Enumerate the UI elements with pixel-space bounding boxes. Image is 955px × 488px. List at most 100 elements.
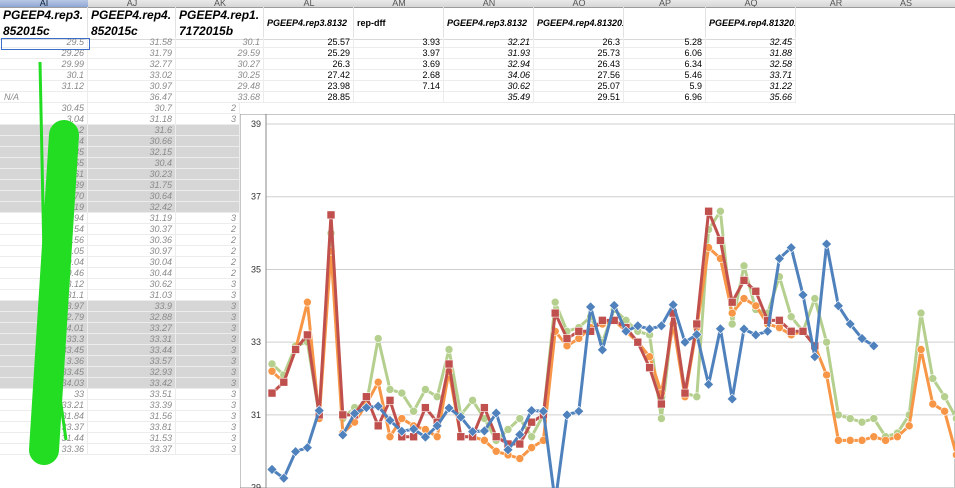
table-cell[interactable]: 6.96 <box>624 92 706 103</box>
table-cell[interactable]: 31.19 <box>88 213 176 224</box>
table-cell[interactable]: 32.42 <box>88 202 176 213</box>
table-cell[interactable]: 32.93 <box>88 367 176 378</box>
column-header-at[interactable]: AT <box>936 0 955 8</box>
table-cell[interactable]: 30.4 <box>88 158 176 169</box>
table-cell[interactable]: 5.46 <box>624 70 706 81</box>
table-cell[interactable]: 30.97 <box>88 246 176 257</box>
header-cell[interactable]: PGEEP4.rep3.8132 <box>264 7 354 40</box>
table-cell[interactable]: 3.97 <box>354 48 444 59</box>
table-cell[interactable]: 27.56 <box>534 70 624 81</box>
table-cell[interactable]: 30.04 <box>88 257 176 268</box>
table-cell[interactable]: 33.42 <box>88 378 176 389</box>
table-cell[interactable]: 33.57 <box>88 356 176 367</box>
table-cell[interactable]: 31.75 <box>88 180 176 191</box>
table-cell[interactable]: 6.06 <box>624 48 706 59</box>
line-chart[interactable]: 29 31 33 35 37 39 <box>240 114 955 488</box>
table-cell[interactable]: 26.43 <box>534 59 624 70</box>
table-cell[interactable]: 24 <box>0 136 88 147</box>
table-cell[interactable]: 32.77 <box>88 59 176 70</box>
header-cell[interactable]: PGEEP4.rep3. 852015c <box>0 7 88 40</box>
table-cell[interactable]: 31.53 <box>88 433 176 444</box>
table-cell[interactable]: 35.49 <box>444 92 534 103</box>
table-cell[interactable]: 30.62 <box>444 81 534 92</box>
table-cell[interactable]: 33.81 <box>88 422 176 433</box>
table-cell[interactable]: 3.04 <box>0 114 88 125</box>
table-cell[interactable]: 31.03 <box>88 290 176 301</box>
table-cell[interactable]: 31.79 <box>88 48 176 59</box>
table-cell[interactable]: 34.06 <box>444 70 534 81</box>
table-cell[interactable]: 26.3 <box>264 59 354 70</box>
table-cell[interactable]: 29.99 <box>0 59 88 70</box>
table-cell[interactable]: 33.68 <box>176 92 264 103</box>
table-cell[interactable]: 29.48 <box>176 81 264 92</box>
table-cell[interactable]: 55 <box>0 158 88 169</box>
table-cell[interactable]: 30.45 <box>0 103 88 114</box>
table-cell[interactable]: 30.66 <box>88 136 176 147</box>
table-cell[interactable]: 5.9 <box>624 81 706 92</box>
table-cell[interactable]: 32.21 <box>444 37 534 48</box>
table-cell[interactable]: 30.37 <box>88 224 176 235</box>
table-cell[interactable]: 25.29 <box>264 48 354 59</box>
table-cell[interactable]: 31.12 <box>0 81 88 92</box>
table-cell[interactable]: 26.3 <box>534 37 624 48</box>
series-diamond[interactable] <box>266 238 880 488</box>
header-cell[interactable]: PGEEP4.rep4. 852015c <box>88 7 176 40</box>
table-cell[interactable]: 30.36 <box>88 235 176 246</box>
table-cell[interactable]: 3.69 <box>354 59 444 70</box>
table-cell[interactable]: 30.7 <box>88 103 176 114</box>
table-cell[interactable]: 29.26 <box>0 48 88 59</box>
table-cell[interactable]: 31.6 <box>88 125 176 136</box>
table-cell[interactable]: 29.51 <box>534 92 624 103</box>
table-cell[interactable]: 31.22 <box>706 81 796 92</box>
table-cell[interactable]: 25.57 <box>264 37 354 48</box>
header-cell[interactable]: PGEEP4.rep4.8132015c <box>534 7 624 40</box>
table-cell[interactable]: 30.27 <box>176 59 264 70</box>
table-cell[interactable]: 30.44 <box>88 268 176 279</box>
header-cell[interactable] <box>624 7 706 40</box>
table-cell[interactable]: 7.14 <box>354 81 444 92</box>
header-cell[interactable]: PGEEP4.rep1. 7172015b <box>176 7 264 40</box>
table-cell[interactable]: 31.18 <box>88 114 176 125</box>
table-cell[interactable]: 30.1 <box>0 70 88 81</box>
table-cell[interactable]: 33.31 <box>88 334 176 345</box>
table-cell[interactable]: 33.51 <box>88 389 176 400</box>
table-cell[interactable]: 33.02 <box>88 70 176 81</box>
table-cell[interactable]: 31.58 <box>88 37 176 48</box>
table-cell[interactable]: 33.27 <box>88 323 176 334</box>
table-cell[interactable]: 61 <box>0 169 88 180</box>
table-cell[interactable]: 33.44 <box>88 345 176 356</box>
table-cell[interactable]: 27.42 <box>264 70 354 81</box>
table-cell[interactable]: 32.15 <box>88 147 176 158</box>
table-cell[interactable]: 32.88 <box>88 312 176 323</box>
table-cell[interactable]: 6.34 <box>624 59 706 70</box>
table-cell[interactable]: 29.5 <box>0 37 88 48</box>
selected-cell[interactable] <box>1 38 90 50</box>
table-cell[interactable]: 32.94 <box>444 59 534 70</box>
header-cell[interactable]: rep-dff <box>354 7 444 40</box>
table-cell[interactable]: 3.93 <box>354 37 444 48</box>
table-cell[interactable]: 31.93 <box>444 48 534 59</box>
table-cell[interactable]: 35.66 <box>706 92 796 103</box>
table-cell[interactable]: 31.88 <box>706 48 796 59</box>
table-cell[interactable]: 30.1 <box>176 37 264 48</box>
table-cell[interactable]: 5.28 <box>624 37 706 48</box>
table-cell[interactable]: 33.39 <box>88 400 176 411</box>
table-cell[interactable]: 30.25 <box>176 70 264 81</box>
table-cell[interactable]: 36.47 <box>88 92 176 103</box>
table-cell[interactable] <box>354 92 444 103</box>
table-cell[interactable]: 33.9 <box>88 301 176 312</box>
table-cell[interactable]: 30.97 <box>88 81 176 92</box>
table-cell[interactable]: 28.85 <box>264 92 354 103</box>
table-cell[interactable]: 32.58 <box>706 59 796 70</box>
table-cell[interactable]: N/A <box>0 92 88 103</box>
table-cell[interactable]: 30.23 <box>88 169 176 180</box>
table-cell[interactable]: 31.56 <box>88 411 176 422</box>
header-cell[interactable]: PGEEP4.rep3.8132 <box>444 7 534 40</box>
table-cell[interactable]: 85 <box>0 147 88 158</box>
table-cell[interactable]: 29.59 <box>176 48 264 59</box>
header-cell[interactable]: PGEEP4.rep4.8132015c-corr <box>706 7 796 40</box>
table-cell[interactable]: 33.37 <box>88 444 176 455</box>
table-cell[interactable]: 30.64 <box>88 191 176 202</box>
table-cell[interactable]: 2 <box>0 125 88 136</box>
table-cell[interactable]: 2.68 <box>354 70 444 81</box>
